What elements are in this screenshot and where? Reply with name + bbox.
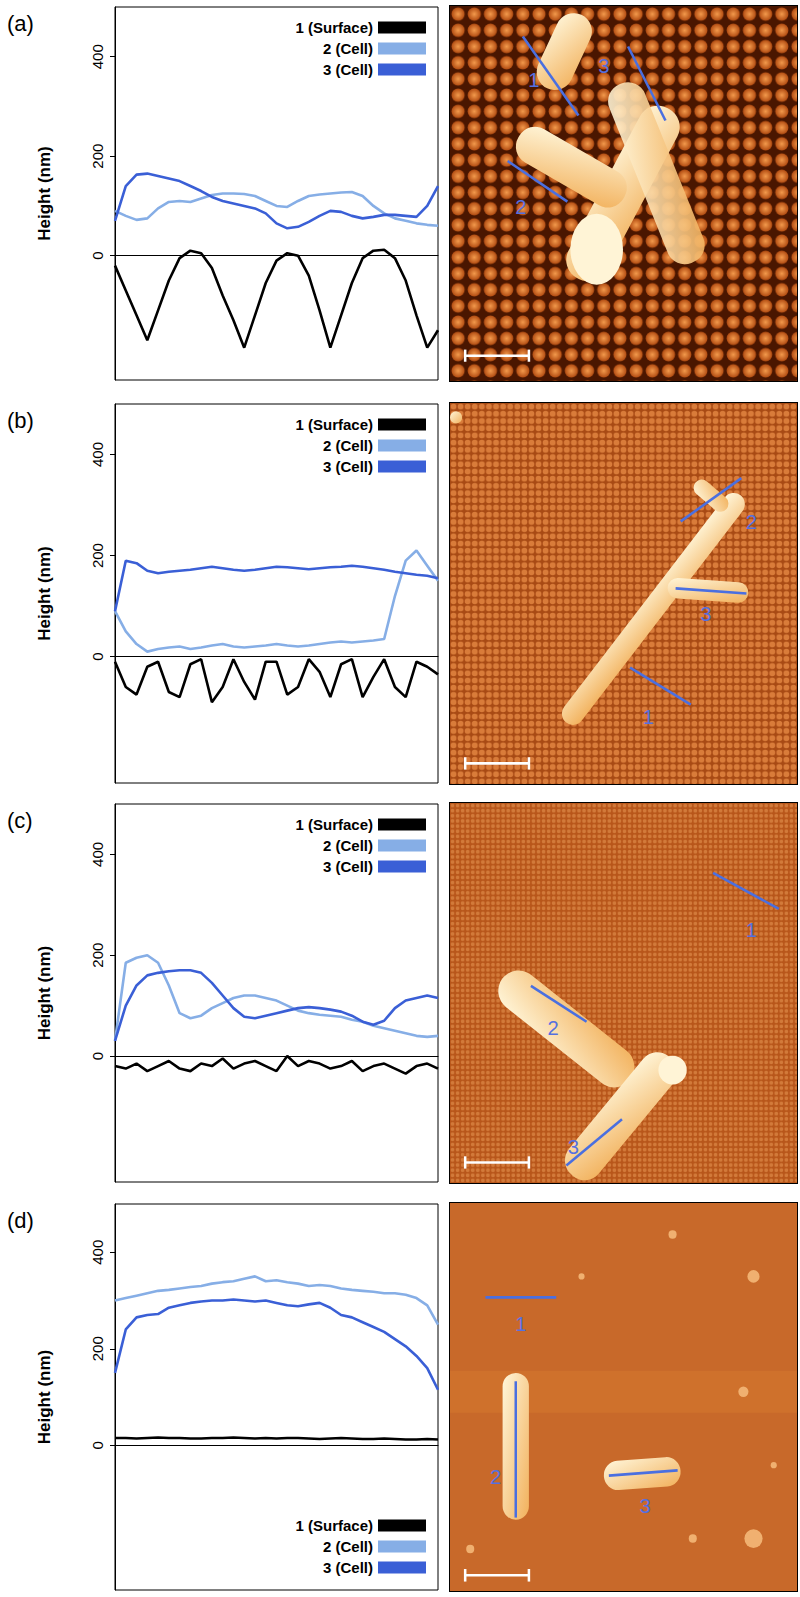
svg-text:1: 1 [515, 1312, 526, 1335]
svg-text:400: 400 [89, 44, 106, 69]
svg-text:0: 0 [89, 1052, 106, 1060]
svg-text:2 (Cell): 2 (Cell) [323, 837, 373, 854]
svg-text:Height (nm): Height (nm) [35, 146, 54, 240]
svg-text:2 (Cell): 2 (Cell) [323, 40, 373, 57]
svg-text:1: 1 [746, 918, 757, 940]
svg-text:1: 1 [528, 69, 539, 91]
svg-text:3 (Cell): 3 (Cell) [323, 1559, 373, 1576]
svg-text:2: 2 [746, 510, 757, 532]
svg-text:Height (nm): Height (nm) [35, 946, 54, 1040]
svg-text:400: 400 [89, 842, 106, 867]
svg-text:1 (Surface): 1 (Surface) [295, 19, 373, 36]
svg-text:0: 0 [89, 652, 106, 660]
svg-text:200: 200 [89, 144, 106, 169]
svg-text:(b): (b) [7, 408, 34, 433]
svg-text:1 (Surface): 1 (Surface) [295, 816, 373, 833]
svg-text:1 (Surface): 1 (Surface) [295, 416, 373, 433]
svg-text:Height (nm): Height (nm) [35, 546, 54, 640]
svg-text:200: 200 [89, 1336, 106, 1361]
svg-text:3: 3 [700, 603, 711, 625]
svg-text:1: 1 [643, 706, 654, 728]
svg-text:3: 3 [640, 1494, 651, 1517]
svg-text:3: 3 [598, 55, 609, 77]
svg-text:3 (Cell): 3 (Cell) [323, 858, 373, 875]
svg-text:2: 2 [548, 1017, 559, 1039]
svg-text:400: 400 [89, 1240, 106, 1265]
svg-text:200: 200 [89, 943, 106, 968]
svg-text:(a): (a) [7, 11, 34, 36]
svg-text:2: 2 [515, 196, 526, 218]
svg-text:200: 200 [89, 543, 106, 568]
svg-text:(d): (d) [7, 1208, 34, 1233]
svg-text:3 (Cell): 3 (Cell) [323, 458, 373, 475]
svg-text:2 (Cell): 2 (Cell) [323, 1538, 373, 1555]
svg-text:1 (Surface): 1 (Surface) [295, 1517, 373, 1534]
svg-text:0: 0 [89, 251, 106, 259]
svg-text:3 (Cell): 3 (Cell) [323, 61, 373, 78]
svg-text:Height (nm): Height (nm) [35, 1350, 54, 1444]
svg-text:3: 3 [568, 1136, 579, 1158]
svg-text:2 (Cell): 2 (Cell) [323, 437, 373, 454]
svg-text:(c): (c) [7, 808, 33, 833]
svg-text:2: 2 [490, 1465, 501, 1488]
svg-text:400: 400 [89, 442, 106, 467]
svg-text:0: 0 [89, 1441, 106, 1449]
